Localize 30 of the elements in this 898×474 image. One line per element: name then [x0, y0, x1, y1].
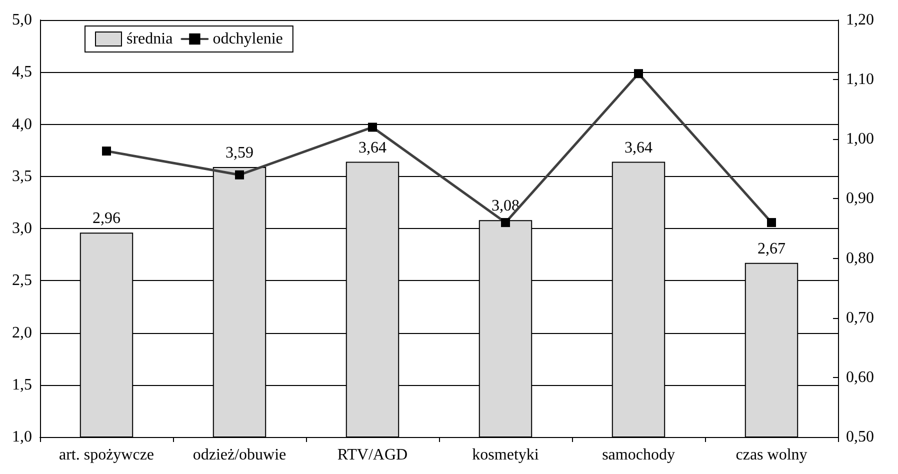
y2-tick-label: 1,00 — [846, 130, 874, 148]
y2-tick-label: 0,70 — [846, 309, 874, 326]
y2-tick-label: 0,60 — [846, 368, 874, 386]
y-tick-label: 4,0 — [12, 116, 32, 133]
x-tick-label: samochody — [602, 446, 675, 464]
y-tick-label: 4,5 — [12, 64, 32, 81]
x-tick-label: czas wolny — [736, 446, 808, 464]
y2-tick-label: 1,10 — [846, 71, 874, 88]
x-tick-label: odzież/obuwie — [192, 446, 286, 464]
legend-label: odchylenie — [212, 30, 283, 48]
y-tick-label: 1,0 — [12, 428, 32, 446]
y-tick-label: 1,5 — [12, 376, 32, 394]
data-label: 3,59 — [226, 144, 254, 162]
x-tick-label: art. spożywcze — [58, 446, 154, 464]
y-tick-label: 2,5 — [12, 272, 32, 290]
data-label: 2,96 — [92, 210, 120, 228]
y-tick-label: 3,0 — [12, 220, 32, 237]
y2-tick-label: 1,20 — [846, 12, 874, 28]
y-tick-label: 5,0 — [12, 12, 32, 28]
data-label: 3,64 — [624, 139, 652, 156]
data-label: 2,67 — [758, 240, 786, 258]
legend-label: średnia — [126, 30, 173, 48]
x-tick-label: kosmetyki — [472, 446, 540, 464]
y2-tick-label: 0,50 — [846, 428, 874, 446]
x-tick-label: RTV/AGD — [337, 446, 408, 464]
y2-tick-label: 0,80 — [846, 250, 874, 267]
y2-tick-label: 0,90 — [846, 190, 874, 208]
y-tick-label: 3,5 — [12, 168, 32, 185]
y-tick-label: 2,0 — [12, 324, 32, 342]
data-label: 3,64 — [358, 139, 386, 156]
